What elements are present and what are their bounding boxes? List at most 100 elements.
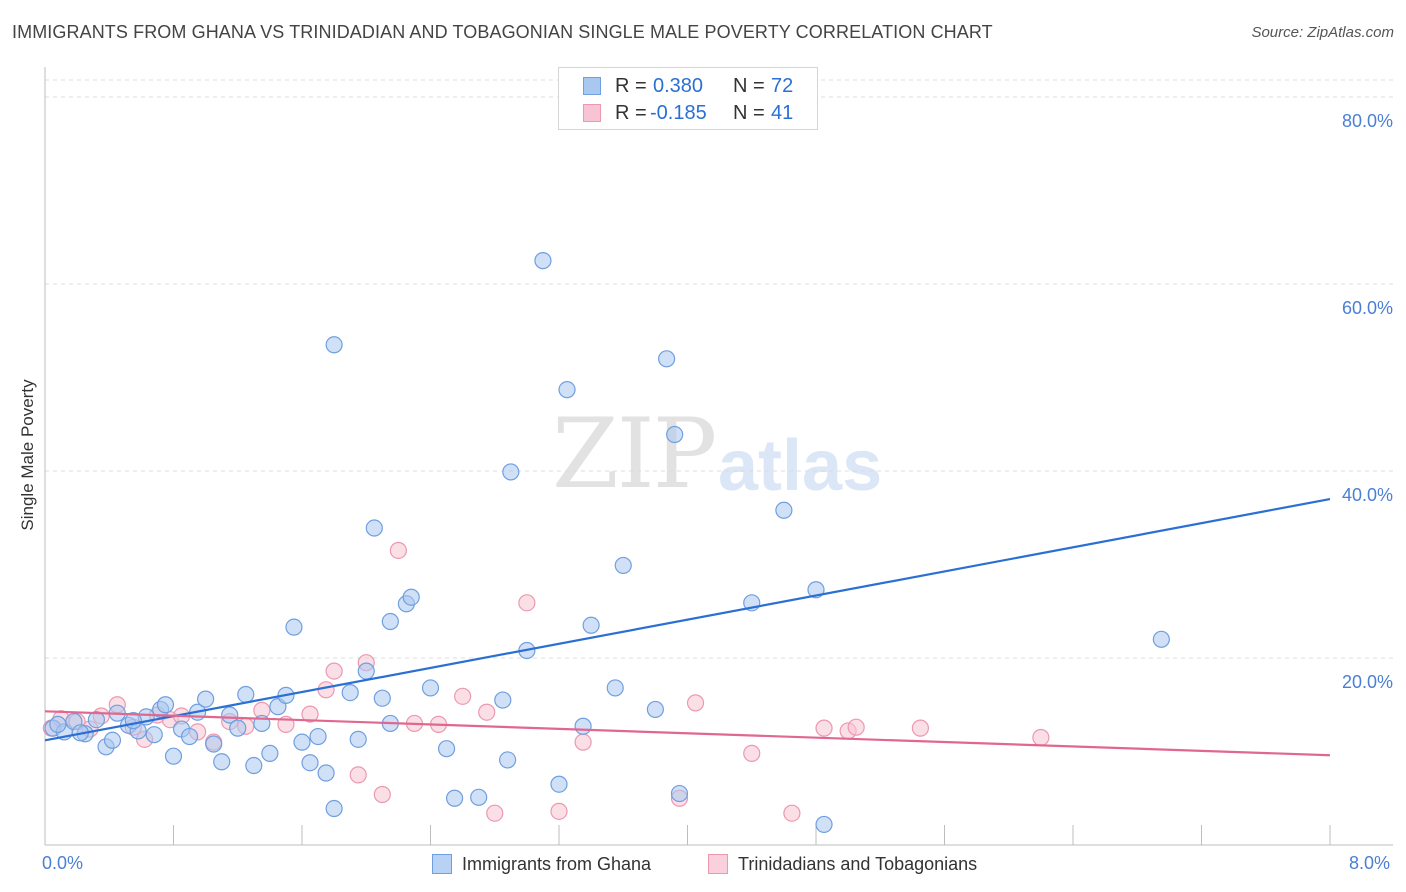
ghana-point [499,751,517,769]
ghana-point [349,730,367,748]
trinidad-point [301,705,319,723]
ghana-point [317,764,335,782]
legend-r-value: -0.185 [650,101,707,124]
legend-swatch-ghana [583,77,601,95]
ghana-point [402,588,420,606]
legend-r-label: R = [615,74,647,97]
ghana-point [205,735,223,753]
trinidad-point [743,744,761,762]
ghana-point [574,717,592,735]
trinidad-point [349,766,367,784]
gridlines [45,79,1393,659]
correlation-legend: R = 0.380 N = 72 R = -0.185 N = 41 [558,67,818,130]
ghana-point [164,747,183,765]
x-tick-label-max: 8.0% [1349,853,1391,873]
legend-n-value: 72 [771,74,794,97]
trinidad-point [1032,728,1050,747]
ghana-point [775,501,793,519]
ghana-point [325,336,343,354]
trinidad-point [550,802,568,820]
ghana-point [606,679,624,697]
ghana-point [213,753,231,771]
data-points [42,252,1170,834]
ghana-point [357,662,375,680]
ghana-point [237,685,255,704]
ghana-point [301,754,319,772]
ghana-point [670,784,689,803]
ghana-point [341,683,359,702]
axes [44,67,1393,846]
ghana-point [558,381,576,399]
ghana-point [582,616,600,634]
trinidad-point [325,662,343,680]
trinidad-point [574,733,592,751]
ghana-point [381,612,399,631]
source-label: Source: ZipAtlas.com [1251,24,1394,41]
ghana-point [156,696,175,714]
y-tick-label: 20.0% [1341,672,1393,692]
ghana-point [103,731,122,749]
y-tick-label: 60.0% [1341,298,1393,318]
chart-title: IMMIGRANTS FROM GHANA VS TRINIDADIAN AND… [12,22,993,42]
ghana-point [614,556,632,575]
ghana-point [309,727,327,746]
ghana-point [815,815,833,834]
trend-lines [44,497,1331,757]
bottom-legend-label-ghana: Immigrants from Ghana [462,853,652,874]
legend-r-label: R = [615,101,647,124]
trinidad-point [478,703,496,721]
ghana-point [494,691,512,709]
bottom-legend-trinidad[interactable]: Trinidadians and Tobagonians [708,851,977,877]
ghana-point [145,726,163,744]
ghana-point [180,727,199,746]
legend-n-label: N = [733,101,765,124]
ghana-point [1152,630,1170,648]
ghana-point [229,719,247,737]
bottom-legend-ghana[interactable]: Immigrants from Ghana [432,851,651,877]
ghana-point [550,775,568,793]
ghana-point [646,700,664,719]
bottom-legend-swatch-trinidad [708,854,728,874]
watermark-atlas: atlas [718,426,883,506]
trinidad-point [454,687,472,705]
trinidad-point [518,594,536,612]
ghana-point [365,519,383,537]
ghana-point [421,679,440,697]
ghana-point [534,252,552,270]
ghana-point [87,711,106,729]
ghana-trend-line [44,497,1331,742]
ghana-point [325,799,343,818]
legend-r-value: 0.380 [653,74,704,97]
ghana-point [221,706,239,724]
y-tick-label: 80.0% [1341,111,1393,131]
ghana-point [245,756,263,775]
trinidad-point [373,785,391,804]
trinidad-point [317,681,335,699]
trinidad-point [686,694,705,712]
legend-swatch-trinidad [583,104,601,122]
ghana-point [197,690,215,708]
ghana-point [445,789,464,807]
y-tick-label: 40.0% [1341,485,1393,505]
ghana-point [437,740,456,758]
ghana-point [470,788,488,806]
trinidad-point [783,804,801,822]
y-axis-label: Single Male Poverty [18,379,37,531]
watermark-zip: ZIP [552,398,717,510]
legend-n-value: 41 [771,101,794,124]
legend-n-label: N = [733,74,765,97]
ghana-point [373,689,391,707]
trinidad-point [389,541,407,560]
ghana-point [658,350,676,368]
trinidad-point [815,719,833,737]
bottom-legend-swatch-ghana [432,854,452,874]
ghana-point [49,715,67,733]
ghana-point [285,618,303,636]
ghana-point [502,463,520,481]
ghana-point [261,744,279,762]
trinidad-trend-line [44,710,1331,757]
trinidad-point [486,804,504,822]
ghana-point [666,425,684,444]
ghana-point [293,733,311,751]
